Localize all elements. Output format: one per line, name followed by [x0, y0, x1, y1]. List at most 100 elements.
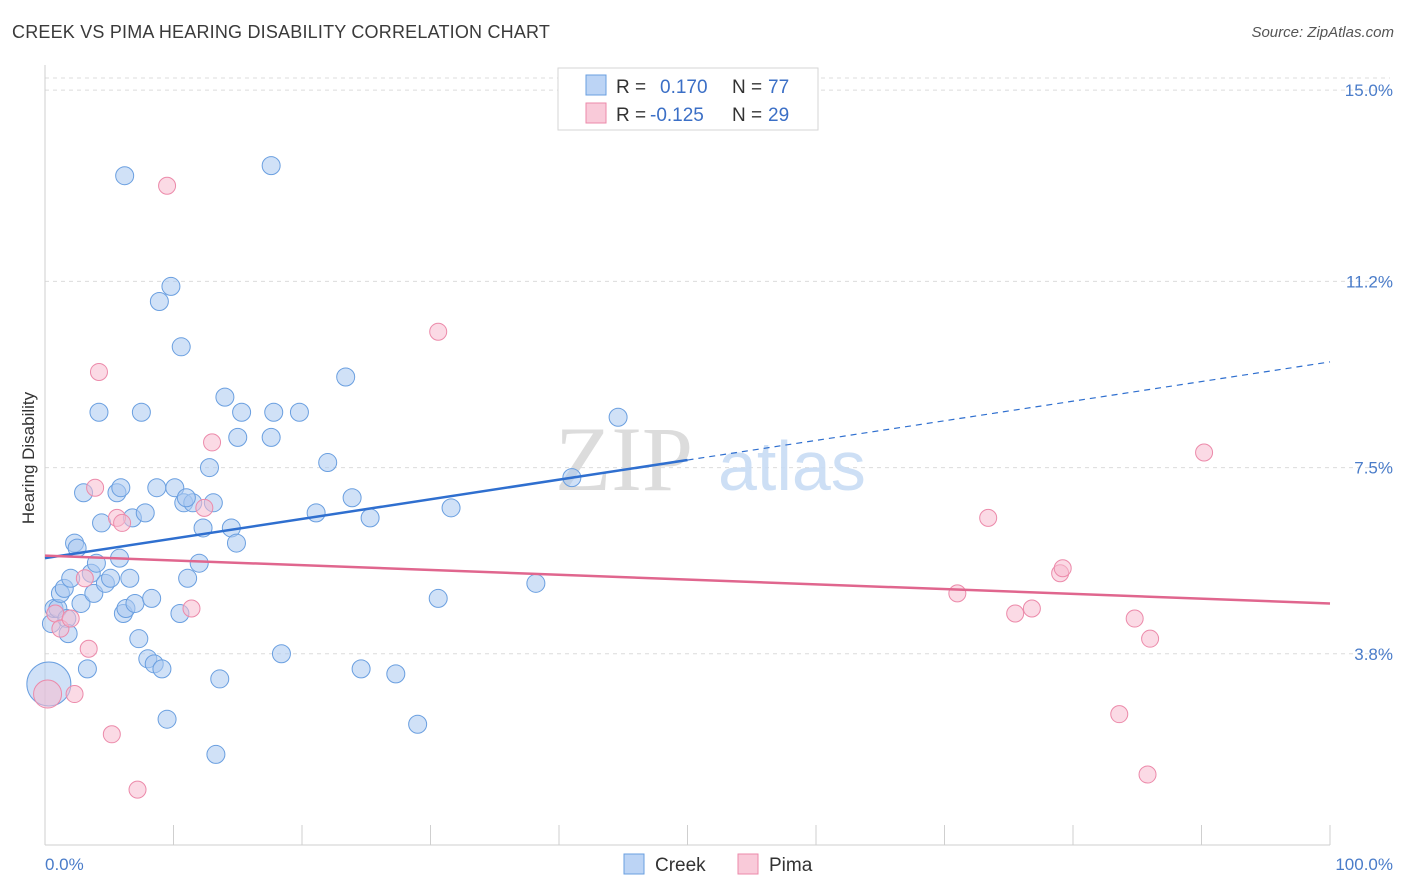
y-tick-label: 3.8% — [1354, 645, 1393, 664]
pima-point — [1125, 609, 1144, 628]
pima-point — [33, 679, 63, 709]
pima-point — [79, 639, 98, 658]
creek-point — [226, 533, 246, 553]
creek-point — [125, 593, 145, 613]
y-tick-label: 15.0% — [1345, 81, 1393, 100]
creek-point — [526, 573, 546, 593]
pima-point — [948, 584, 967, 603]
pima-point — [1053, 559, 1072, 578]
creek-point — [71, 593, 91, 613]
pima-point — [1022, 599, 1041, 618]
legend-pima-r-value: -0.125 — [650, 105, 704, 126]
chart-title: CREEK VS PIMA HEARING DISABILITY CORRELA… — [12, 22, 551, 42]
creek-point — [261, 427, 281, 447]
pima-point — [86, 478, 105, 497]
pima-point — [1006, 604, 1025, 623]
creek-point — [215, 387, 235, 407]
pima-points — [33, 176, 1214, 799]
creek-point — [360, 508, 380, 528]
pima-point — [65, 685, 84, 704]
legend-box: R = 0.170 N = 77 R = -0.125 N = 29 — [557, 67, 819, 131]
creek-trend-extension — [687, 361, 1331, 461]
creek-point — [142, 588, 162, 608]
creek-point — [89, 402, 109, 422]
pima-point — [182, 599, 201, 618]
y-tick-label: 7.5% — [1354, 459, 1393, 478]
creek-point — [176, 488, 196, 508]
creek-point — [210, 669, 230, 689]
creek-point — [342, 488, 362, 508]
pima-trend-line — [44, 554, 1331, 605]
pima-point — [128, 780, 147, 799]
legend-creek-r-label: R = — [616, 77, 646, 98]
pima-point — [102, 725, 121, 744]
creek-point — [408, 714, 428, 734]
creek-point — [199, 458, 219, 478]
creek-point — [189, 553, 209, 573]
creek-point — [264, 402, 284, 422]
legend-pima-swatch — [585, 102, 607, 124]
grid-lines — [45, 77, 1390, 655]
pima-point — [46, 604, 65, 623]
creek-point — [232, 402, 252, 422]
axes — [44, 65, 1331, 846]
legend-pima-n-value: 29 — [768, 105, 789, 126]
trend-lines — [44, 361, 1331, 605]
creek-point — [171, 337, 191, 357]
creek-point — [336, 367, 356, 387]
creek-point — [147, 478, 167, 498]
pima-point — [1110, 705, 1129, 724]
legend-creek-n-value: 77 — [768, 77, 789, 98]
creek-point — [111, 478, 131, 498]
watermark-zip: ZIP — [555, 408, 693, 510]
legend-creek-n-label: N = — [732, 77, 762, 98]
pima-point — [89, 362, 108, 381]
watermark-atlas: atlas — [718, 427, 866, 505]
pima-point — [1195, 443, 1214, 462]
creek-point — [386, 664, 406, 684]
y-tick-labels: 3.8% 7.5% 11.2% 15.0% — [1345, 81, 1393, 664]
bottom-legend: Creek Pima — [623, 853, 813, 876]
creek-point — [318, 453, 338, 473]
bottom-legend-creek-swatch — [623, 853, 645, 875]
pima-point — [979, 508, 998, 527]
legend-pima-r-label: R = — [616, 105, 646, 126]
creek-point — [178, 568, 198, 588]
creek-point — [306, 503, 326, 523]
creek-point — [228, 427, 248, 447]
creek-point — [92, 513, 112, 533]
creek-point — [129, 629, 149, 649]
pima-point — [195, 498, 214, 517]
pima-point — [203, 433, 222, 452]
pima-point — [1141, 629, 1160, 648]
creek-point — [206, 744, 226, 764]
creek-point — [157, 709, 177, 729]
bottom-legend-pima-swatch — [737, 853, 759, 875]
creek-point — [271, 644, 291, 664]
creek-point — [289, 402, 309, 422]
creek-point — [135, 503, 155, 523]
source-label: Source: ZipAtlas.com — [1251, 24, 1394, 41]
creek-trend-line — [44, 458, 688, 560]
y-axis-label: Hearing Disability — [19, 391, 38, 524]
creek-point — [161, 276, 181, 296]
bottom-legend-pima-label: Pima — [769, 855, 813, 876]
watermark: ZIP atlas — [555, 408, 866, 510]
creek-point — [608, 407, 628, 427]
creek-point — [152, 659, 172, 679]
legend-creek-r-value: 0.170 — [660, 77, 708, 98]
creek-point — [149, 292, 169, 312]
creek-point — [261, 156, 281, 176]
pima-point — [61, 609, 80, 628]
x-tick-label: 100.0% — [1335, 855, 1393, 874]
pima-point — [429, 322, 448, 341]
legend-creek-swatch — [585, 74, 607, 96]
creek-point — [115, 166, 135, 186]
legend-pima-n-label: N = — [732, 105, 762, 126]
creek-point — [441, 498, 461, 518]
y-tick-label: 11.2% — [1346, 272, 1393, 291]
pima-point — [1138, 765, 1157, 784]
pima-point — [158, 176, 177, 195]
pima-point — [113, 513, 132, 532]
creek-point — [120, 568, 140, 588]
